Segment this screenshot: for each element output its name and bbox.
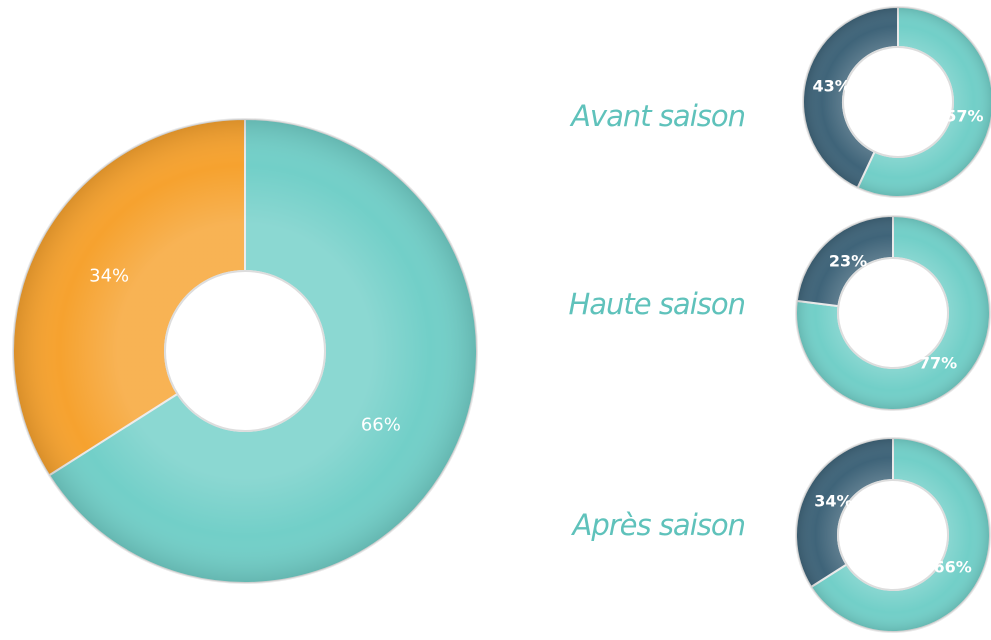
chart-title: Avant saison bbox=[569, 99, 745, 133]
donut-hole bbox=[837, 257, 949, 369]
data-label: 34% bbox=[814, 492, 852, 511]
chart-title: Après saison bbox=[570, 508, 745, 542]
data-label: 66% bbox=[361, 415, 401, 436]
donut-hole bbox=[842, 46, 954, 158]
data-label: 23% bbox=[829, 251, 867, 270]
data-label: 57% bbox=[945, 106, 983, 125]
donut-hole bbox=[164, 270, 326, 432]
data-label: 77% bbox=[919, 354, 957, 373]
donut-hole bbox=[837, 479, 949, 591]
data-label: 66% bbox=[933, 557, 971, 576]
chart-title: Haute saison bbox=[568, 287, 745, 321]
data-label: 34% bbox=[89, 265, 129, 286]
data-label: 43% bbox=[812, 77, 850, 96]
